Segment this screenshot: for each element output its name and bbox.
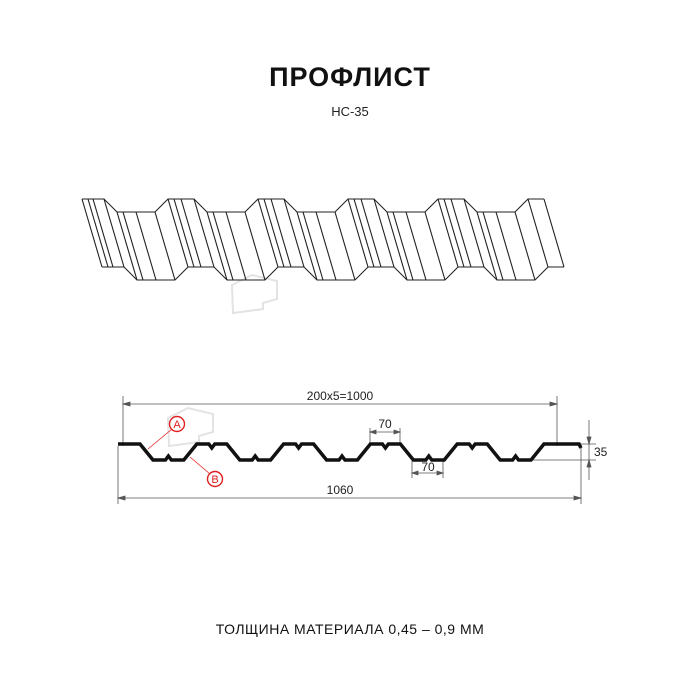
model-label: НС-35 — [331, 104, 369, 119]
watermark-lower — [166, 406, 214, 448]
svg-text:A: A — [173, 419, 181, 431]
material-thickness: ТОЛЩИНА МАТЕРИАЛА 0,45 – 0,9 ММ — [215, 621, 485, 637]
marker-a: A — [147, 415, 186, 450]
watermark-upper — [230, 273, 278, 315]
profile-cross-section — [118, 442, 583, 462]
dim-bottom-width: 70 — [421, 460, 435, 474]
dim-pitch-total: 200x5=1000 — [307, 389, 374, 403]
svg-text:B: B — [211, 474, 218, 486]
profile-sheet-3d — [81, 198, 565, 281]
dim-height: 35 — [594, 445, 608, 459]
dim-top-width: 70 — [378, 417, 392, 431]
dim-total-width: 1060 — [327, 483, 354, 497]
dimension-lines — [116, 396, 596, 504]
page-title: ПРОФЛИСТ — [269, 62, 431, 92]
marker-b: B — [189, 456, 224, 488]
